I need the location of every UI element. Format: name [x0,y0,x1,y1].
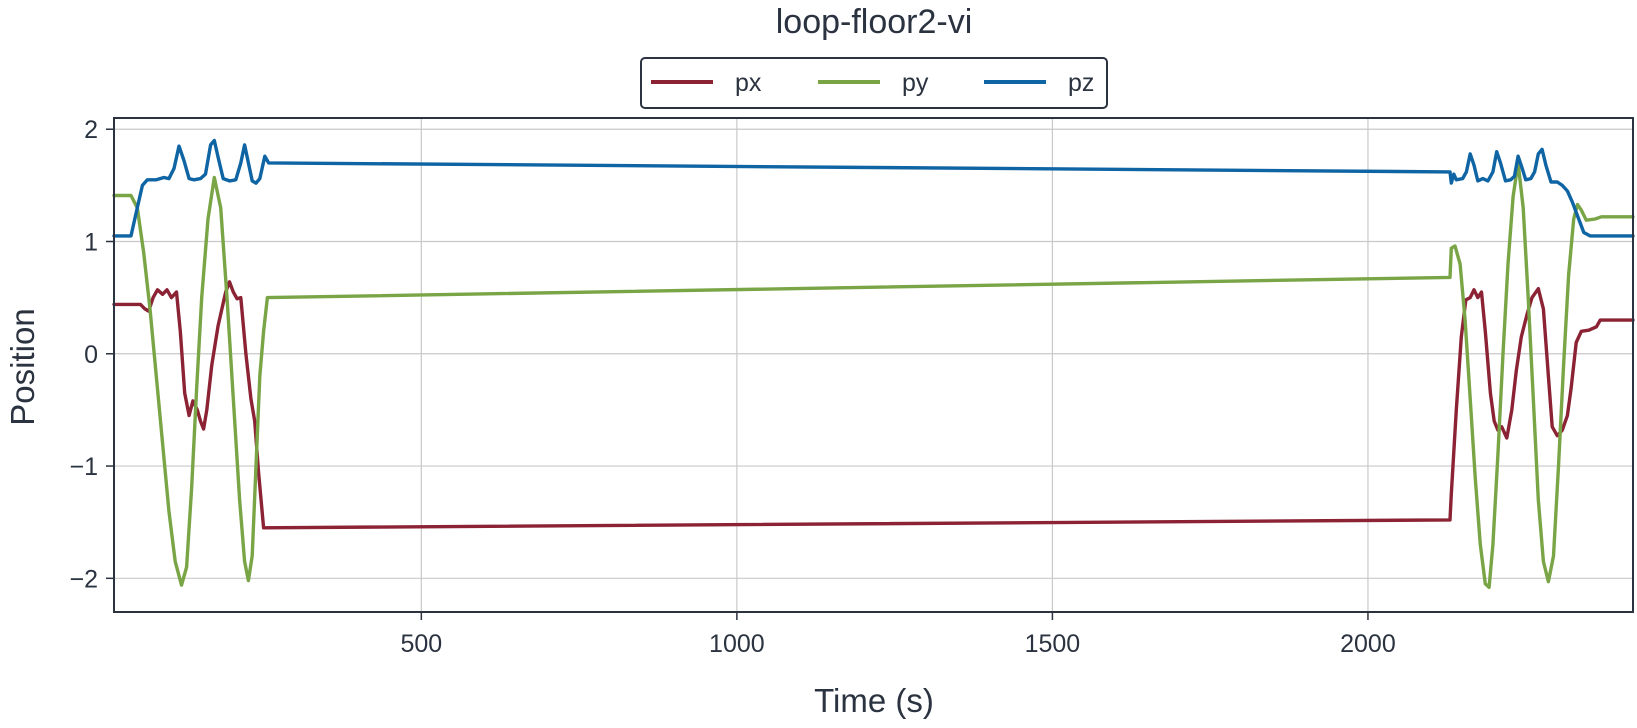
legend-label-pz: pz [1068,69,1094,97]
x-tick-label: 1000 [709,630,765,658]
plot-frame [113,117,1634,613]
grid-lines [114,118,1633,612]
legend-label-py: py [902,69,929,97]
series-line-pz [112,138,1635,238]
y-tick-label: 2 [84,116,98,144]
series-line-px [112,280,1635,530]
x-tick-label: 1500 [1025,630,1081,658]
x-axis-ticks: 500 1000 1500 2000 [400,612,1396,658]
y-axis-label: Position [4,308,41,425]
y-tick-label: 1 [84,229,98,257]
y-axis-ticks: 2 1 0 −1 −2 [69,116,114,593]
legend-label-px: px [735,69,762,97]
y-tick-label: −1 [69,453,98,481]
y-tick-label: 0 [84,341,98,369]
x-tick-label: 2000 [1340,630,1396,658]
y-tick-label: −2 [69,565,98,593]
legend: px py pz [640,57,1108,109]
x-tick-label: 500 [400,630,442,658]
series-lines [112,138,1635,589]
series-line-py [112,161,1635,589]
x-axis-label: Time (s) [814,682,934,719]
chart-title: loop-floor2-vi [776,3,973,41]
